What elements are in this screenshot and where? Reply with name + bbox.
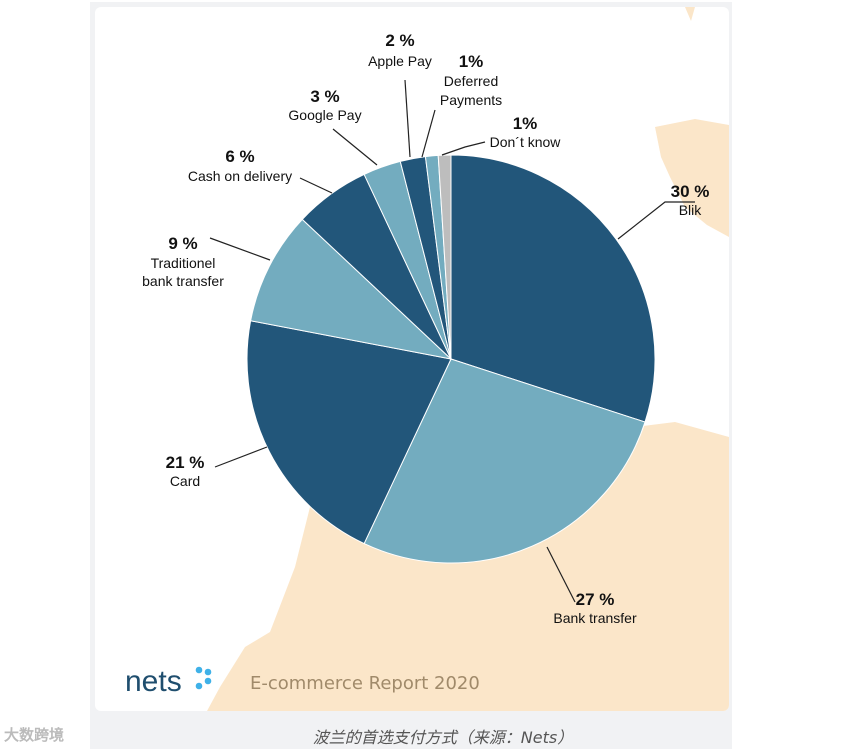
label-deferred-2: Payments xyxy=(440,92,502,108)
label-pct-card: 21 % xyxy=(166,453,205,472)
watermark: 大数跨境 xyxy=(4,726,65,744)
label-pct-bank-transfer: 27 % xyxy=(576,590,615,609)
label-google: Google Pay xyxy=(288,107,361,123)
leader-lines xyxy=(209,79,695,603)
label-deferred-1: Deferred xyxy=(444,73,498,89)
label-bank-transfer: Bank transfer xyxy=(553,610,637,626)
label-pct-traditional: 9 % xyxy=(168,234,197,253)
report-title: E-commerce Report 2020 xyxy=(250,673,480,694)
pie-slice-don-t-know xyxy=(437,154,452,360)
label-pct-cash: 6 % xyxy=(225,147,254,166)
pie-chart: 30 % Blik 27 % Bank transfer 21 % Card 9… xyxy=(125,7,729,711)
logo-text: nets xyxy=(125,665,182,698)
pie-slice-blik xyxy=(450,154,656,423)
label-pct-deferred: 1% xyxy=(459,52,484,71)
label-pct-apple: 2 % xyxy=(385,31,414,50)
label-pct-google: 3 % xyxy=(310,87,339,106)
pie-slice-traditionel-bank-transfer xyxy=(250,218,453,360)
labels: 30 % Blik 27 % Bank transfer 21 % Card 9… xyxy=(142,31,709,626)
chart-card: 30 % Blik 27 % Bank transfer 21 % Card 9… xyxy=(95,7,729,711)
label-apple: Apple Pay xyxy=(368,53,432,69)
label-pct-dont-know: 1% xyxy=(513,114,538,133)
label-card: Card xyxy=(170,473,200,489)
label-traditional-2: bank transfer xyxy=(142,273,224,289)
label-blik: Blik xyxy=(679,202,703,218)
label-traditional-1: Traditionel xyxy=(151,255,216,271)
nets-logo: nets xyxy=(125,665,212,698)
label-pct-blik: 30 % xyxy=(671,182,710,201)
label-cash: Cash on delivery xyxy=(188,168,292,184)
pie-slice-card xyxy=(246,320,452,545)
pie-slice-bank-transfer xyxy=(363,358,646,564)
label-dont-know: Don´t know xyxy=(490,134,562,150)
caption: 波兰的首选支付方式（来源：Nets） xyxy=(312,728,574,747)
